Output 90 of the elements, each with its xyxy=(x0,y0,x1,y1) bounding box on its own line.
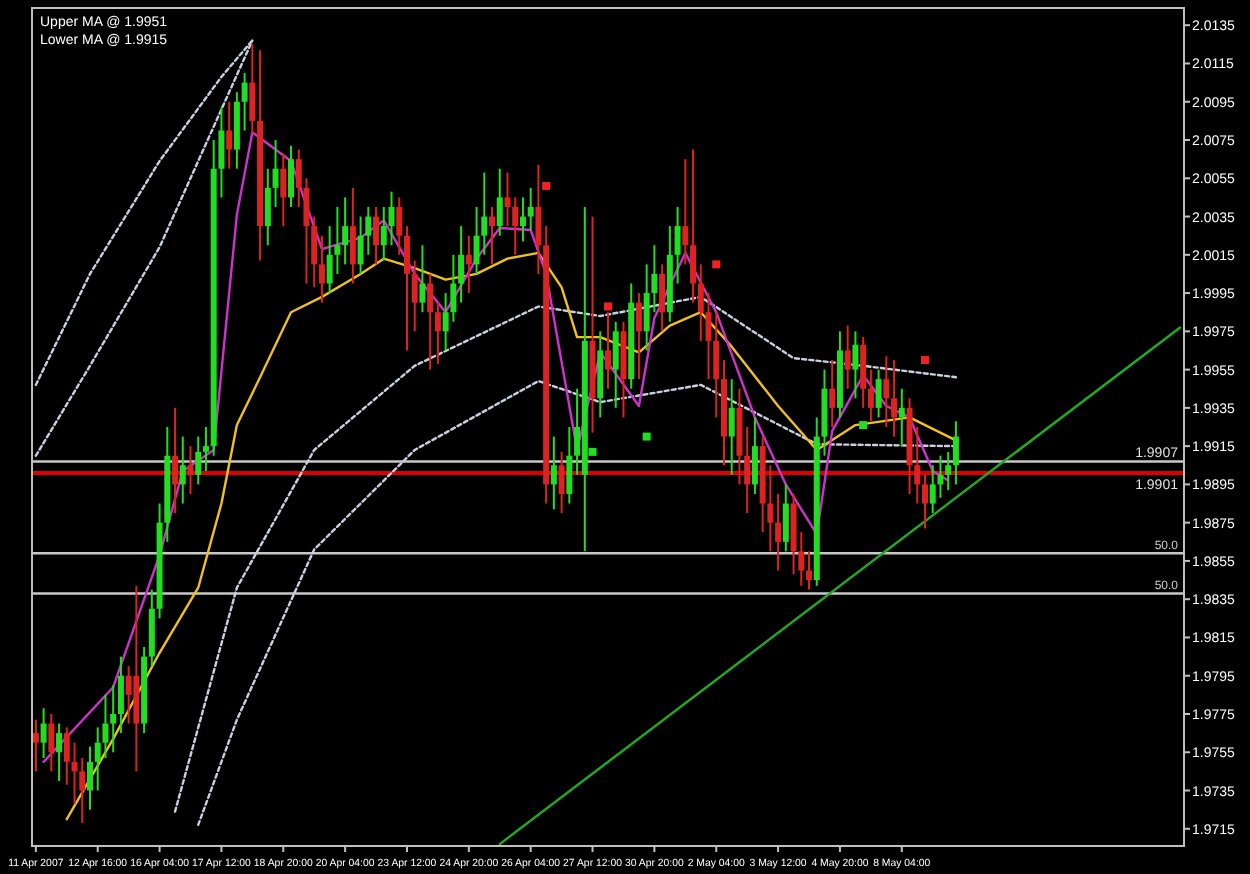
candlestick xyxy=(806,550,813,591)
candlestick xyxy=(148,588,155,668)
candlestick xyxy=(311,215,318,289)
candlestick xyxy=(504,171,511,228)
point xyxy=(604,302,612,311)
candlestick xyxy=(682,158,689,266)
candlestick xyxy=(342,196,349,266)
candlestick xyxy=(226,100,233,170)
candlestick xyxy=(945,450,952,492)
candlestick xyxy=(751,416,758,495)
candlestick xyxy=(187,445,194,495)
candlestick xyxy=(659,263,666,333)
point xyxy=(642,432,651,441)
candlestick xyxy=(867,368,874,423)
candlestick xyxy=(844,324,851,390)
candlestick xyxy=(458,225,465,304)
candlestick xyxy=(264,167,271,247)
line-series xyxy=(65,251,958,821)
candlestick xyxy=(775,492,782,572)
candlestick xyxy=(241,72,248,132)
candlestick xyxy=(620,320,627,419)
candlestick xyxy=(635,292,642,381)
point xyxy=(712,260,721,269)
candlestick xyxy=(357,215,364,275)
candlestick xyxy=(249,43,256,136)
candlestick xyxy=(195,435,202,486)
point xyxy=(859,421,868,430)
candlestick xyxy=(489,205,496,266)
point xyxy=(920,356,929,365)
candlestick xyxy=(63,726,70,786)
candlestick xyxy=(380,205,387,262)
candlestick xyxy=(690,148,697,304)
candlestick xyxy=(728,378,735,476)
candlestick xyxy=(179,435,186,505)
candlestick xyxy=(396,196,403,256)
candlestick xyxy=(782,483,789,553)
point xyxy=(588,447,597,456)
candlestick xyxy=(202,426,209,472)
candlestick xyxy=(288,144,295,208)
candlestick xyxy=(952,420,959,486)
line-series xyxy=(197,379,958,827)
candlestick xyxy=(172,406,179,515)
candlestick xyxy=(133,584,140,773)
candlestick xyxy=(318,234,325,304)
line-series xyxy=(42,131,950,764)
candlestick xyxy=(272,139,279,208)
candlestick xyxy=(280,152,287,228)
point xyxy=(542,181,551,190)
candlestick xyxy=(744,426,751,515)
candlestick xyxy=(612,320,619,409)
candlestick xyxy=(56,722,63,782)
candlestick xyxy=(883,355,890,428)
candlestick xyxy=(512,196,519,256)
candlestick xyxy=(829,359,836,428)
candlestick xyxy=(921,473,928,530)
candlestick xyxy=(373,205,380,266)
candlestick xyxy=(117,655,124,735)
candlestick xyxy=(550,435,557,511)
candlestick xyxy=(898,387,905,448)
candlestick xyxy=(519,196,526,243)
candlestick xyxy=(48,712,55,773)
candlestick xyxy=(697,263,704,342)
candlestick xyxy=(929,464,936,515)
candlestick xyxy=(891,359,898,438)
candlestick xyxy=(403,225,410,352)
candlestick xyxy=(605,311,611,390)
candlestick xyxy=(736,387,743,486)
candlestick xyxy=(419,244,426,314)
candlestick xyxy=(411,259,418,333)
candlestick xyxy=(427,272,434,371)
candlestick xyxy=(110,684,117,754)
candlestick xyxy=(496,167,503,237)
candlestick xyxy=(32,718,39,773)
candlestick xyxy=(434,301,441,365)
candlestick xyxy=(535,163,542,275)
candlestick xyxy=(558,450,565,515)
candlestick xyxy=(597,330,604,419)
candlestick xyxy=(349,186,356,285)
candlestick xyxy=(125,665,132,725)
candlestick xyxy=(233,91,240,170)
candlestick xyxy=(860,336,867,409)
candlestick xyxy=(388,190,395,247)
candlestick xyxy=(465,234,472,295)
candlestick xyxy=(86,745,93,811)
candlestick xyxy=(674,205,681,285)
candlestick xyxy=(566,426,573,505)
candlestick xyxy=(852,330,859,400)
candlestick xyxy=(40,707,47,759)
candlestick xyxy=(875,368,882,419)
candlestick xyxy=(527,186,534,231)
